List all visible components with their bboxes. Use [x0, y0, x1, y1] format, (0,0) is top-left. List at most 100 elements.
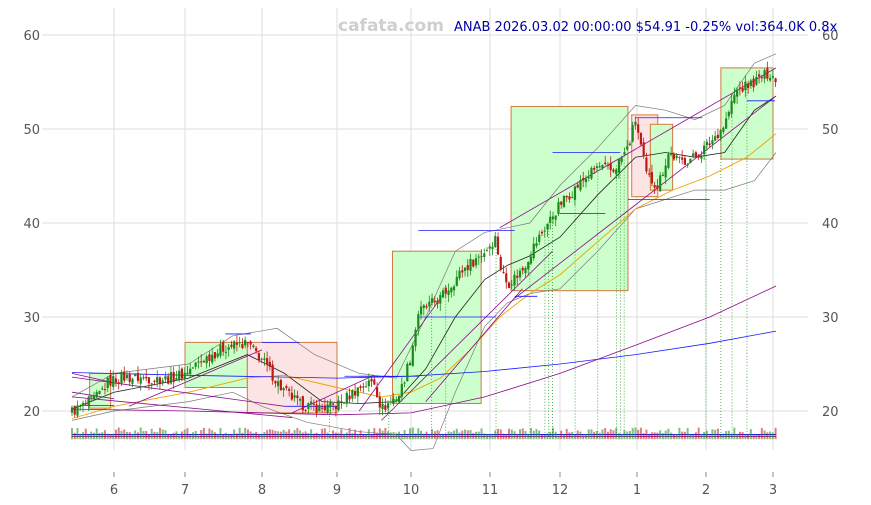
volume-bar [263, 432, 266, 440]
volume-bar [521, 428, 524, 440]
volume-bar [274, 430, 277, 440]
candle-body [180, 368, 184, 379]
candlestick [436, 297, 439, 309]
volume-bar [703, 431, 706, 440]
candlestick [675, 152, 678, 161]
candlestick [719, 129, 722, 141]
candlestick [101, 385, 104, 391]
candle-body [142, 377, 145, 379]
volume-bar [444, 434, 447, 440]
candlestick [491, 242, 494, 256]
volume-bar [431, 429, 434, 440]
candle-body [694, 152, 697, 157]
x-tick-label-8: 8 [258, 483, 266, 498]
candle-body [340, 401, 343, 403]
candlestick [681, 150, 684, 165]
candle-body [422, 305, 425, 309]
candlestick [241, 338, 244, 350]
volume-bar [172, 432, 175, 440]
candlestick [167, 373, 170, 385]
candlestick [617, 158, 621, 179]
candle-body [444, 287, 447, 294]
candle-body [136, 372, 140, 381]
volume-bar [241, 432, 244, 440]
candlestick [285, 384, 288, 391]
candlestick [752, 75, 755, 92]
candle-body [452, 286, 456, 291]
volume-bar [406, 435, 409, 440]
candlestick [590, 166, 593, 180]
volume-bar [329, 434, 332, 440]
candlestick [758, 70, 761, 84]
volume-bar [205, 433, 208, 440]
candlestick [645, 152, 648, 175]
volume-bar [609, 429, 612, 440]
volume-bar [538, 430, 541, 440]
volume-bar [494, 430, 497, 440]
candle-body [389, 401, 392, 403]
candlestick [703, 140, 706, 161]
candle-body [458, 270, 461, 279]
candle-body [617, 159, 621, 173]
candlestick [551, 211, 555, 225]
candlestick [430, 293, 434, 306]
candlestick [568, 192, 571, 203]
candle-body [463, 267, 467, 271]
volume-bar [626, 431, 629, 440]
volume-bar [464, 429, 467, 440]
candlestick [128, 371, 131, 387]
candlestick [112, 370, 115, 391]
candlestick [406, 361, 409, 382]
candle-body [527, 262, 530, 270]
volume-bar [301, 432, 304, 440]
volume-bar [604, 428, 607, 440]
candle-body [703, 145, 706, 155]
volume-bar [502, 433, 505, 440]
candle-body [744, 81, 747, 91]
candlestick [197, 356, 200, 369]
volume-bar [469, 429, 472, 440]
candle-body [461, 270, 464, 273]
volume-bar [71, 428, 73, 440]
candlestick [70, 405, 74, 417]
candle-body [364, 386, 368, 388]
candle-body [551, 216, 555, 219]
candlestick [653, 181, 656, 194]
candle-body [378, 396, 381, 408]
candlestick [345, 390, 348, 408]
volume-bar [200, 430, 203, 440]
candlestick [760, 74, 763, 83]
volume-bar [433, 431, 436, 440]
candlestick [131, 377, 134, 388]
candlestick [84, 399, 87, 406]
candlestick [483, 248, 486, 262]
volume-bar [197, 435, 200, 440]
volume-bar [486, 434, 489, 440]
volume-bar [557, 435, 560, 440]
candlestick [202, 359, 206, 363]
volume-bar [123, 429, 126, 440]
volume-bar [387, 431, 390, 440]
volume-bar [164, 430, 167, 440]
candlestick [650, 164, 654, 187]
candlestick [576, 181, 579, 189]
volume-bar [447, 431, 450, 440]
candle-body [233, 341, 236, 349]
candle-body [763, 70, 766, 79]
candlestick [609, 156, 612, 178]
volume-bar [458, 432, 461, 440]
candle-body [532, 243, 535, 259]
candlestick [120, 369, 123, 386]
candle-body [645, 157, 648, 172]
candlestick [389, 396, 392, 405]
volume-bar [450, 432, 453, 440]
candle-body [447, 290, 450, 295]
candle-body [637, 124, 640, 133]
candle-body [562, 196, 566, 208]
volume-bar [730, 433, 733, 440]
x-tick-label-3: 3 [769, 483, 777, 498]
volume-bar [565, 428, 568, 440]
candle-body [299, 398, 302, 401]
volume-bar [461, 430, 464, 440]
